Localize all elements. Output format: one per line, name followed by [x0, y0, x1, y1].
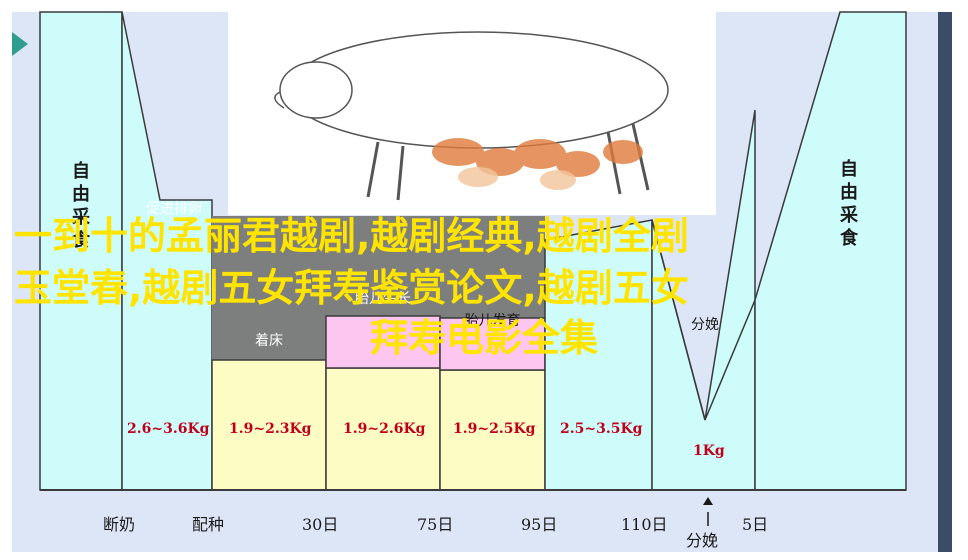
axis-label-farrowing: 分娩 — [686, 531, 719, 550]
weight-label: 1.9~2.3Kg — [229, 421, 312, 437]
weight-label: 2.5~3.5Kg — [560, 421, 643, 437]
stage-implantation: 着床 — [255, 333, 283, 349]
free-feed-left-region — [39, 11, 123, 491]
axis-label-day30: 30日 — [302, 515, 339, 534]
weight-label: 1.9~2.6Kg — [343, 421, 426, 437]
stage-fetal-growth: 胎儿生长 — [355, 291, 411, 307]
axis-label-day5: 5日 — [742, 515, 769, 534]
implantation-box — [211, 359, 327, 491]
weight-label: 1.9~2.5Kg — [453, 421, 536, 437]
development-box — [439, 369, 546, 491]
stage-fetal-development: 胎儿发育 — [464, 313, 521, 329]
panel-shadow — [938, 12, 952, 552]
axis-label-weaning: 断奶 — [103, 515, 136, 534]
sow-illustration — [228, 12, 716, 215]
weight-label: 2.6~3.6Kg — [127, 421, 210, 437]
left-free-feed-label: 自由采食 — [72, 161, 90, 251]
pregnancy-gray-area — [212, 200, 545, 360]
right-free-feed-label: 自由采食 — [840, 159, 858, 249]
axis-label-day95: 95日 — [521, 515, 558, 534]
watermark-line-2: 玉堂春,越剧五女拜寿鉴赏论文,越剧五女 — [14, 266, 689, 310]
watermark-line-1: 一到十的孟丽君越剧,越剧经典,越剧全剧 — [14, 214, 689, 258]
weight-label: 1Kg — [693, 443, 725, 459]
growth-pink-box — [325, 315, 441, 369]
axis-label-day75: 75日 — [417, 515, 454, 534]
development-pink-box — [439, 317, 546, 371]
slide-marker — [12, 32, 28, 56]
axis-label-day110: 110日 — [621, 515, 668, 534]
watermark-line-3: 拜寿电影全集 — [369, 316, 598, 360]
stage-promote-estrus: 促进排卵 — [146, 201, 202, 217]
stage-farrowing: 分娩 — [691, 317, 719, 333]
axis-label-breeding: 配种 — [192, 515, 225, 534]
